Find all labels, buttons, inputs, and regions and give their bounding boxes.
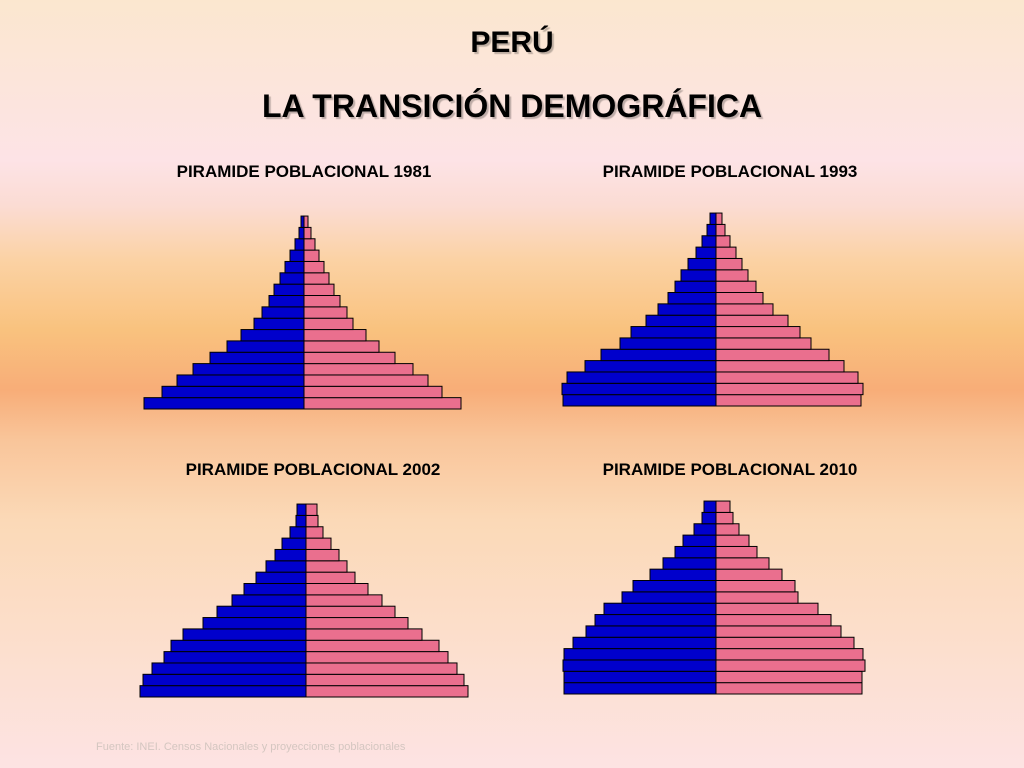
chart-title-2010: PIRAMIDE POBLACIONAL 2010 <box>602 460 858 479</box>
bar-left-5 <box>585 625 717 638</box>
bar-right-12 <box>715 545 758 559</box>
bar-right-16 <box>715 500 731 513</box>
bar-right-1 <box>715 670 863 684</box>
bar-left-3 <box>563 648 717 661</box>
bar-left-8 <box>621 591 717 604</box>
bar-left-10 <box>649 568 717 582</box>
bar-right-16 <box>715 212 723 225</box>
bar-right-8 <box>715 591 799 604</box>
bar-left-7 <box>603 602 717 616</box>
bar-left-0 <box>563 682 717 695</box>
bar-left-2 <box>562 659 717 672</box>
source-note: Fuente: INEI. Censos Nacionales y proyec… <box>96 741 406 753</box>
bar-right-10 <box>715 568 783 582</box>
bar-left-1 <box>563 670 717 684</box>
chart-title-1981: PIRAMIDE POBLACIONAL 1981 <box>176 162 432 181</box>
bar-left-9 <box>632 580 717 593</box>
bar-right-5 <box>715 625 842 638</box>
bar-right-9 <box>715 580 796 593</box>
bar-right-0 <box>715 682 863 695</box>
bar-right-16 <box>303 215 309 228</box>
bar-left-14 <box>693 523 717 536</box>
bar-right-15 <box>715 511 734 525</box>
bar-left-4 <box>572 636 717 650</box>
bar-right-14 <box>715 523 740 536</box>
bar-right-11 <box>715 557 770 570</box>
bar-right-6 <box>715 614 832 627</box>
bar-right-3 <box>715 648 864 661</box>
bar-right-13 <box>715 534 750 547</box>
page-subtitle: LA TRANSICIÓN DEMOGRÁFICA <box>261 88 763 124</box>
bar-right-7 <box>715 602 819 616</box>
page-title: PERÚ <box>470 26 554 59</box>
bar-right-16 <box>305 503 318 516</box>
bar-left-13 <box>682 534 717 547</box>
bar-left-6 <box>594 614 717 627</box>
chart-title-1993: PIRAMIDE POBLACIONAL 1993 <box>602 162 858 181</box>
bar-left-11 <box>662 557 717 570</box>
chart-title-2002: PIRAMIDE POBLACIONAL 2002 <box>185 460 441 479</box>
bar-left-15 <box>701 511 717 525</box>
bar-left-12 <box>674 545 717 559</box>
bar-right-4 <box>715 636 855 650</box>
bar-right-2 <box>715 659 866 672</box>
bar-left-16 <box>703 500 717 513</box>
